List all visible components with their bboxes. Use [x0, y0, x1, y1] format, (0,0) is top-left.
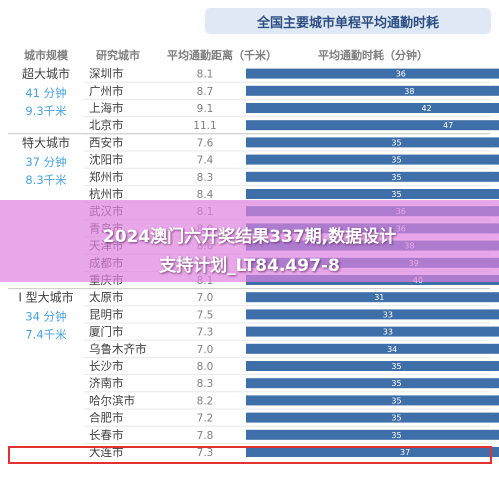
tier-name: I 型大城市 [18, 290, 73, 305]
distance-value: 8.3 [197, 378, 214, 390]
time-bar-label: 35 [391, 156, 401, 165]
time-bar [246, 395, 499, 406]
city-label: 昆明市 [89, 307, 124, 321]
time-bar [246, 361, 499, 371]
time-bar [246, 343, 499, 354]
time-bar-label: 47 [443, 121, 453, 130]
time-bar [246, 103, 499, 113]
distance-value: 8.0 [197, 361, 214, 373]
distance-value: 7.5 [197, 309, 214, 321]
city-label: 郑州市 [89, 170, 124, 184]
header-distance: 平均通勤距离（千米） [167, 48, 277, 62]
city-label: 长春市 [89, 428, 124, 442]
time-bar-label: 35 [391, 396, 401, 405]
time-bar [246, 412, 499, 423]
city-label: 北京市 [89, 118, 124, 132]
time-bar-label: 35 [391, 362, 401, 371]
tier-name: 超大城市 [22, 66, 70, 81]
time-bar-label: 35 [391, 190, 401, 199]
tier-time: 41 分钟 [25, 86, 66, 100]
city-label: 长沙市 [89, 359, 124, 373]
chart-title: 全国主要城市单程平均通勤时耗 [256, 15, 439, 31]
distance-value: 7.0 [197, 292, 214, 304]
time-bar-label: 35 [391, 379, 401, 388]
tier-name: 特大城市 [22, 135, 70, 150]
distance-value: 7.4 [197, 155, 214, 167]
distance-value: 8.7 [197, 86, 214, 98]
tier-distance: 7.4千米 [25, 328, 67, 342]
time-bar [246, 68, 499, 79]
time-bar [246, 378, 499, 389]
city-label: 合肥市 [89, 411, 124, 425]
city-label: 济南市 [89, 376, 124, 390]
city-label: 大连市 [89, 445, 124, 459]
tier-distance: 8.3千米 [25, 173, 67, 187]
tier-time: 37 分钟 [25, 155, 66, 169]
city-label: 深圳市 [89, 67, 124, 81]
header-city: 研究城市 [96, 48, 140, 62]
city-label: 杭州市 [89, 187, 124, 201]
overlay-line-1: 2024澳门六开奖结果337期,数据设计 [102, 227, 397, 247]
time-bar-label: 35 [391, 173, 401, 182]
city-label: 沈阳市 [89, 153, 124, 167]
time-bar-label: 35 [391, 138, 401, 147]
distance-value: 11.1 [193, 120, 216, 132]
time-bar-label: 33 [383, 328, 393, 337]
time-bar-label: 33 [383, 310, 393, 319]
distance-value: 7.2 [197, 413, 214, 425]
distance-value: 8.1 [197, 69, 214, 81]
time-bar-label: 38 [404, 87, 414, 96]
city-label: 广州市 [89, 84, 124, 98]
distance-value: 8.4 [197, 189, 214, 201]
overlay-line-2: 支持计划_LT84.497-8 [159, 256, 340, 276]
time-bar-label: 36 [396, 70, 406, 79]
distance-value: 8.2 [197, 395, 214, 407]
time-bar-label: 35 [391, 414, 401, 423]
time-bar [246, 309, 499, 320]
time-bar [246, 137, 499, 148]
time-bar [246, 85, 499, 96]
time-bar [246, 189, 499, 199]
city-label: 乌鲁木齐市 [89, 342, 147, 356]
distance-value: 7.3 [197, 447, 214, 459]
time-bar [246, 429, 499, 440]
distance-value: 8.3 [197, 172, 214, 184]
distance-value: 7.6 [197, 137, 214, 149]
city-label: 上海市 [89, 101, 124, 115]
city-label: 太原市 [89, 290, 124, 304]
time-bar [246, 447, 499, 457]
time-bar [246, 326, 499, 337]
city-label: 哈尔滨市 [89, 393, 135, 407]
distance-value: 7.8 [197, 430, 214, 442]
time-bar [246, 154, 499, 165]
watermark-overlay [0, 200, 499, 282]
tier-time: 34 分钟 [25, 310, 66, 324]
chart-title-banner: 全国主要城市单程平均通勤时耗 [205, 8, 491, 34]
highlight-box [8, 446, 492, 464]
time-bar [246, 292, 499, 303]
time-bar [246, 171, 499, 182]
header-tier: 城市规模 [24, 48, 69, 62]
header-time: 平均通勤时耗（分钟） [318, 48, 428, 62]
tier-distance: 9.3千米 [25, 104, 67, 118]
distance-value: 9.1 [197, 103, 214, 115]
time-bar-label: 42 [422, 104, 432, 113]
time-bar-label: 35 [391, 431, 401, 440]
city-label: 西安市 [89, 135, 124, 149]
time-bar-label: 34 [387, 345, 397, 354]
time-bar-label: 31 [374, 293, 384, 302]
city-label: 厦门市 [89, 325, 124, 339]
distance-value: 7.3 [197, 327, 214, 339]
distance-value: 7.0 [197, 344, 214, 356]
time-bar [246, 120, 499, 131]
time-bar-label: 37 [400, 448, 410, 457]
